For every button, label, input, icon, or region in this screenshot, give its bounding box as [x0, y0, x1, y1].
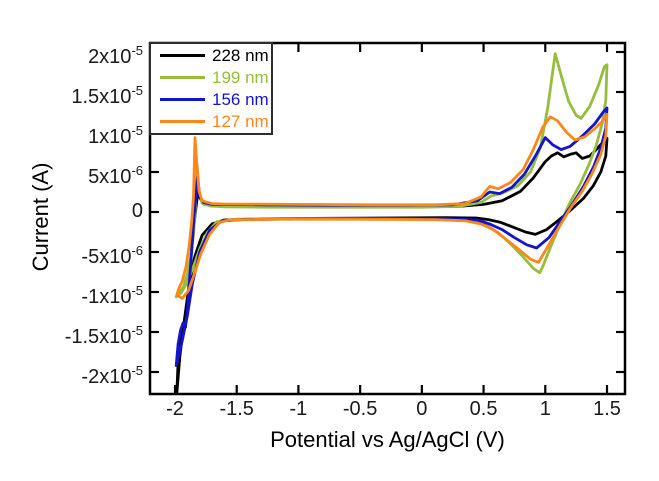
- y-tick-label: 1x10-5: [88, 123, 143, 148]
- x-tick-label: -1.5: [219, 398, 254, 420]
- legend-label-228nm: 228 nm: [212, 45, 269, 65]
- y-tick-label: -2x10-5: [81, 363, 143, 388]
- series-156-nm: [174, 106, 609, 368]
- y-tick-label: -5x10-6: [81, 243, 143, 268]
- legend-item-228nm: 228 nm: [160, 45, 271, 65]
- x-tick-label: 0: [416, 398, 428, 420]
- y-tick-label: 0: [131, 200, 143, 222]
- legend-line-sample-228nm: [160, 54, 205, 57]
- y-tick-label: 2x10-5: [88, 43, 143, 68]
- x-tick-label: -1: [289, 398, 308, 420]
- legend-label-127nm: 127 nm: [212, 111, 269, 131]
- legend-label-156nm: 156 nm: [212, 89, 269, 109]
- legend-line-sample-199nm: [160, 76, 205, 79]
- y-tick-label: 5x10-6: [88, 163, 143, 188]
- series-127-nm: [175, 113, 609, 300]
- x-tick-label: 1.5: [593, 398, 621, 420]
- legend-line-sample-156nm: [160, 98, 205, 101]
- legend-line-sample-127nm: [160, 120, 205, 123]
- x-tick-label: 0.5: [469, 398, 498, 420]
- legend-item-156nm: 156 nm: [160, 89, 271, 109]
- y-tick-label: 1.5x10-5: [71, 83, 143, 108]
- x-tick-label: -2: [166, 398, 184, 420]
- y-axis-title: Current (A): [28, 162, 53, 272]
- legend-item-127nm: 127 nm: [160, 111, 271, 131]
- legend-item-199nm: 199 nm: [160, 67, 271, 87]
- legend: 228 nm 199 nm 156 nm 127 nm: [149, 42, 273, 135]
- x-axis-title: Potential vs Ag/AgCl (V): [270, 427, 505, 452]
- y-tick-label: -1x10-5: [81, 283, 143, 308]
- plot-frame: [148, 41, 627, 396]
- x-tick-label: -0.5: [342, 398, 378, 420]
- x-tick-label: 1: [539, 398, 551, 420]
- y-tick-label: -1.5x10-5: [64, 323, 143, 348]
- legend-label-199nm: 199 nm: [212, 67, 269, 87]
